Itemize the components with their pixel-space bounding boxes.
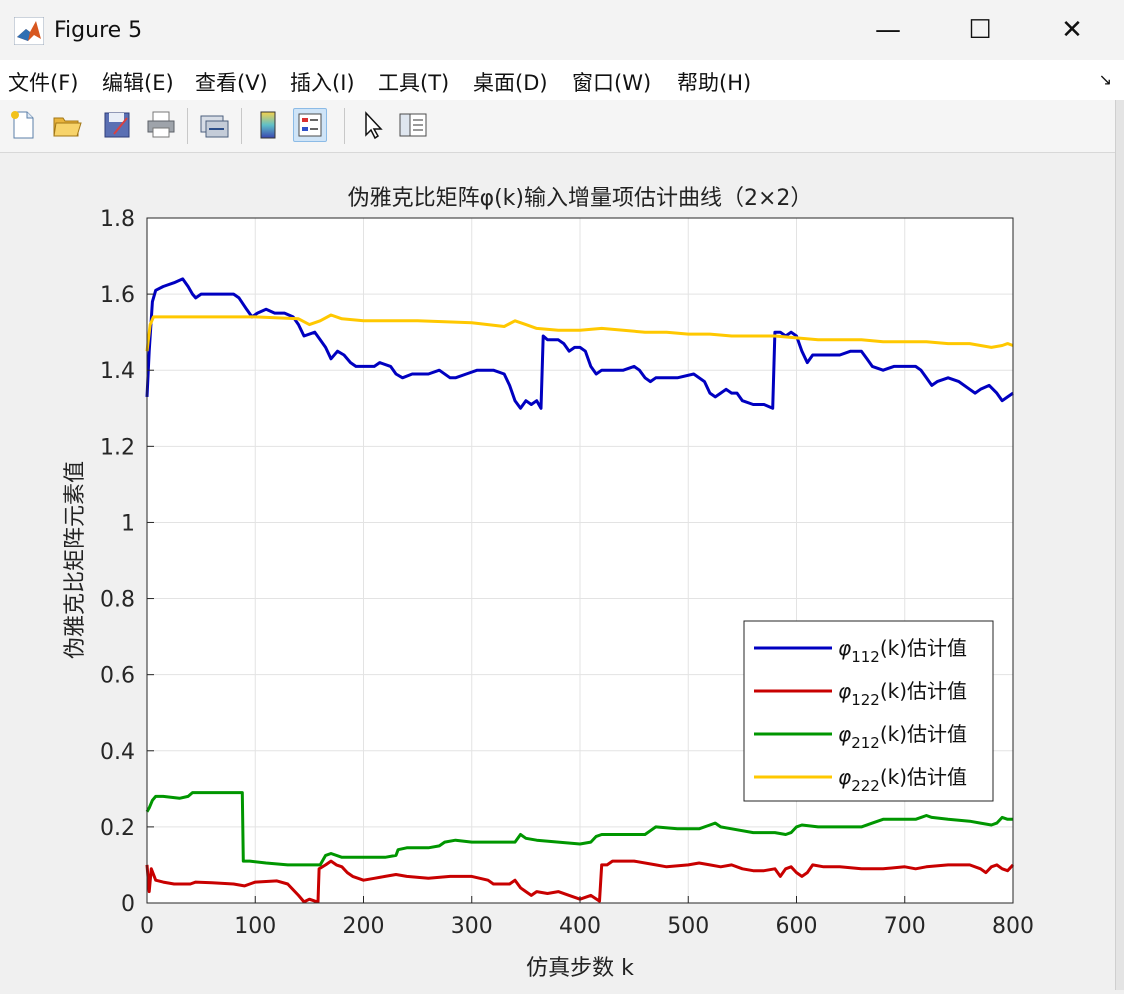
y-tick-label: 1.6: [100, 283, 135, 308]
window-title: Figure 5: [54, 18, 143, 43]
legend-entry-label: φ222(k)估计值: [838, 765, 967, 795]
figure-toolbar: [0, 100, 1124, 153]
colorbar-icon[interactable]: [252, 108, 286, 142]
matlab-logo-icon: [14, 17, 44, 45]
x-axis-label: 仿真步数 k: [526, 956, 634, 981]
edit-plot-arrow-icon[interactable]: [356, 108, 390, 142]
x-tick-label: 200: [343, 914, 385, 939]
link-plot-icon[interactable]: [197, 108, 231, 142]
y-tick-label: 0.8: [100, 588, 135, 613]
menu-bar: 文件(F) 编辑(E) 查看(V) 插入(I) 工具(T) 桌面(D) 窗口(W…: [0, 60, 1124, 100]
x-tick-label: 0: [140, 914, 154, 939]
series-line-122[interactable]: [145, 859, 1015, 904]
maximize-button[interactable]: ☐: [950, 8, 1010, 52]
property-inspector-icon[interactable]: [396, 108, 430, 142]
y-tick-label: 0: [121, 892, 135, 917]
y-axis-label: 伪雅克比矩阵元素值: [63, 461, 88, 659]
save-icon[interactable]: [100, 108, 134, 142]
y-tick-label: 1: [121, 511, 135, 536]
menu-tools[interactable]: 工具(T): [378, 71, 450, 95]
y-tick-label: 1.2: [100, 435, 135, 460]
y-tick-label: 0.4: [100, 740, 135, 765]
minimize-button[interactable]: —: [858, 8, 918, 52]
y-tick-label: 0.6: [100, 664, 135, 689]
new-figure-icon[interactable]: [6, 108, 40, 142]
menu-view[interactable]: 查看(V): [195, 71, 268, 95]
x-tick-label: 600: [776, 914, 818, 939]
close-icon: ✕: [1061, 15, 1083, 45]
legend-entry-label: φ112(k)估计值: [838, 636, 967, 666]
y-tick-label: 1.8: [100, 207, 135, 232]
plot-svg: 0 100 200 300 400 500 600 700 800 0 0.2 0.4 0.6 0.8 1 1…: [63, 186, 1034, 981]
series-line-212[interactable]: [145, 791, 1013, 867]
x-tick-label: 700: [884, 914, 926, 939]
series-lines: [145, 277, 1015, 904]
print-icon[interactable]: [144, 108, 178, 142]
axis-ticks: 0 100 200 300 400 500 600 700 800 0 0.2 0.4 0.6 0.8 1 1…: [100, 207, 1034, 939]
maximize-icon: ☐: [968, 15, 992, 45]
legend-button[interactable]: [293, 108, 327, 142]
window-edge: [1115, 100, 1124, 990]
menu-window[interactable]: 窗口(W): [572, 71, 652, 95]
x-tick-label: 800: [992, 914, 1034, 939]
legend[interactable]: φ112(k)估计值 φ122(k)估计值 φ212(k)估计值 φ222(k)估计值: [743, 620, 994, 802]
menu-file[interactable]: 文件(F): [8, 71, 79, 95]
toolbar-separator: [187, 108, 188, 144]
legend-box: [743, 620, 994, 802]
y-tick-label: 1.4: [100, 359, 135, 384]
window-titlebar: Figure 5 — ☐ ✕: [0, 0, 1124, 60]
menu-desktop[interactable]: 桌面(D): [473, 71, 548, 95]
series-line-112[interactable]: [145, 277, 1014, 410]
x-tick-label: 100: [234, 914, 276, 939]
minimize-icon: —: [875, 15, 901, 45]
toolbar-separator: [241, 108, 242, 144]
series-line-222[interactable]: [145, 313, 1014, 352]
menu-edit[interactable]: 编辑(E): [102, 71, 174, 95]
menu-insert[interactable]: 插入(I): [290, 71, 355, 95]
x-tick-label: 300: [451, 914, 493, 939]
legend-icon: [298, 113, 322, 137]
menu-help[interactable]: 帮助(H): [677, 71, 752, 95]
close-button[interactable]: ✕: [1042, 8, 1102, 52]
figure-canvas: 0 100 200 300 400 500 600 700 800 0 0.2 0.4 0.6 0.8 1 1…: [0, 153, 1116, 990]
x-tick-label: 500: [667, 914, 709, 939]
legend-entry-label: φ122(k)估计值: [838, 679, 967, 709]
open-file-icon[interactable]: [50, 108, 84, 142]
toolbar-separator: [344, 108, 345, 144]
dock-arrow-icon[interactable]: ↘: [1098, 70, 1112, 89]
y-tick-label: 0.2: [100, 816, 135, 841]
chart-title: 伪雅克比矩阵φ(k)输入增量项估计曲线（2×2）: [348, 186, 813, 211]
legend-entry-label: φ212(k)估计值: [838, 722, 967, 752]
x-tick-label: 400: [559, 914, 601, 939]
